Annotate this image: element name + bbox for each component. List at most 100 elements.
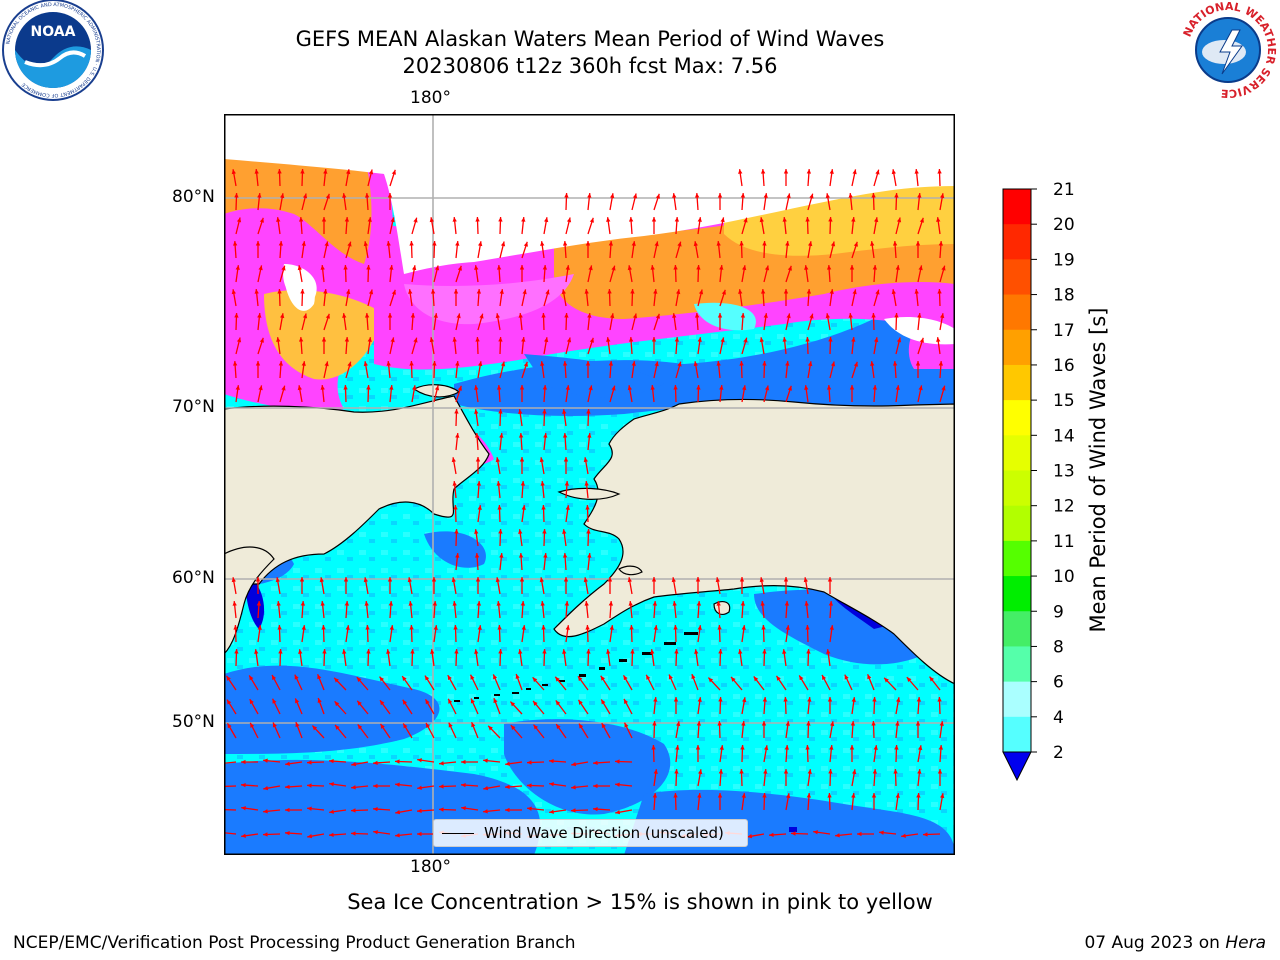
wave-arrow-head — [785, 625, 790, 630]
wave-arrow-head — [708, 677, 714, 683]
wave-arrow-head — [719, 385, 724, 390]
wave-arrow-head — [762, 241, 767, 246]
wave-arrow-head — [301, 241, 306, 246]
wave-arrow-head — [870, 241, 875, 246]
wave-arrow-head — [474, 385, 479, 390]
wave-arrow-head — [476, 601, 482, 606]
wave-arrow-head — [285, 784, 290, 790]
wave-arrow-head — [496, 601, 501, 606]
wave-arrow-head — [272, 722, 277, 728]
wave-arrow-head — [697, 793, 702, 798]
wave-arrow-head — [540, 241, 545, 246]
wave-arrow-head — [347, 361, 352, 367]
wave-arrow-head — [829, 625, 834, 630]
wave-arrow-head — [623, 675, 628, 681]
wave-arrow-head — [498, 337, 503, 342]
wave-arrow-head — [764, 265, 770, 271]
wave-arrow-head — [429, 337, 434, 343]
wave-arrow-head — [674, 769, 679, 774]
wave-arrow-head — [806, 289, 812, 294]
wave-arrow-head — [475, 337, 480, 342]
wave-arrow-head — [893, 769, 898, 774]
wave-arrow-head — [671, 577, 676, 583]
wave-arrow-head — [259, 217, 264, 223]
colorbar-bands — [1002, 188, 1032, 782]
wave-arrow-head — [453, 625, 458, 630]
wave-arrow-head — [521, 505, 526, 510]
wave-arrow-head — [325, 193, 330, 199]
wave-arrow-head — [299, 577, 305, 582]
wave-arrow-head — [827, 793, 832, 798]
wave-arrow-head — [851, 697, 856, 702]
wave-arrow-head — [386, 361, 391, 366]
wave-arrow-head — [285, 761, 290, 766]
wave-arrow-head — [379, 676, 385, 682]
wave-arrow-head — [731, 676, 736, 682]
wave-arrow-head — [740, 601, 746, 606]
wave-arrow-head — [368, 169, 374, 175]
wave-arrow-head — [539, 577, 544, 583]
wave-arrow-head — [390, 337, 395, 343]
wave-arrow-head — [606, 649, 611, 654]
wave-arrow-head — [917, 313, 922, 318]
wave-arrow-head — [294, 674, 299, 680]
colorbar-tick-label: 17 — [1053, 321, 1075, 341]
wave-arrow-head — [785, 721, 790, 726]
wave-arrow-head — [829, 289, 834, 294]
wave-arrow-head — [906, 677, 912, 682]
wave-arrow-head — [879, 830, 884, 835]
lat-label-50n: 50°N — [172, 712, 215, 732]
wave-arrow-head — [386, 241, 391, 246]
wave-arrow-head — [601, 699, 606, 705]
wave-arrow-head — [483, 758, 488, 763]
wave-arrow-head — [587, 193, 592, 198]
wave-arrow-head — [739, 577, 745, 582]
wave-arrow-head — [761, 625, 766, 630]
wave-arrow-head — [368, 289, 374, 295]
wave-arrow-head — [740, 193, 746, 198]
wave-arrow-head — [334, 677, 339, 683]
wave-arrow-head — [918, 385, 923, 391]
wave-arrow-head — [430, 649, 435, 654]
wave-arrow-head — [650, 649, 655, 654]
wave-arrow-head — [593, 783, 598, 789]
wave-arrow-head — [716, 601, 721, 606]
wave-arrow-head — [629, 625, 634, 630]
wave-arrow-head — [673, 697, 679, 702]
wave-arrow-head — [825, 193, 830, 199]
wave-arrow-head — [739, 769, 744, 774]
wave-arrow-head — [646, 674, 651, 680]
wave-arrow-head — [651, 217, 657, 222]
wave-arrow-head — [586, 529, 591, 534]
wave-arrow-head — [540, 361, 545, 366]
wave-arrow-head — [387, 193, 393, 198]
wave-arrow-head — [759, 217, 764, 223]
wave-arrow-head — [232, 241, 238, 246]
wave-arrow-head — [784, 745, 790, 750]
wave-arrow-head — [302, 193, 308, 199]
wave-arrow-head — [351, 808, 356, 813]
wave-arrow-head — [940, 193, 945, 199]
wave-arrow-head — [272, 674, 277, 680]
map-panel — [224, 114, 955, 855]
colorbar-tick-label: 18 — [1053, 286, 1075, 306]
wave-arrow-head — [453, 505, 458, 510]
wave-arrow-head — [320, 385, 325, 390]
wave-arrow-head — [672, 313, 677, 318]
wave-arrow-head — [474, 649, 479, 654]
wave-arrow-head — [402, 676, 407, 682]
wave-arrow-head — [364, 601, 369, 606]
wave-arrow-head — [317, 698, 322, 703]
wave-arrow-head — [938, 241, 944, 246]
wave-arrow-head — [587, 313, 592, 318]
noaa-logo: NOAA NATIONAL OCEANIC AND ATMOSPHERIC AD… — [0, 0, 106, 106]
colorbar-tick-label: 6 — [1053, 673, 1064, 693]
wave-arrow-head — [347, 241, 352, 247]
wave-arrow-head — [307, 783, 312, 788]
wave-arrow-head — [807, 697, 812, 702]
wave-arrow-head — [455, 361, 460, 366]
wave-arrow-head — [544, 217, 549, 223]
wave-arrow-head — [918, 745, 923, 751]
colorbar-band — [1003, 646, 1031, 683]
wave-arrow-head — [329, 758, 334, 764]
